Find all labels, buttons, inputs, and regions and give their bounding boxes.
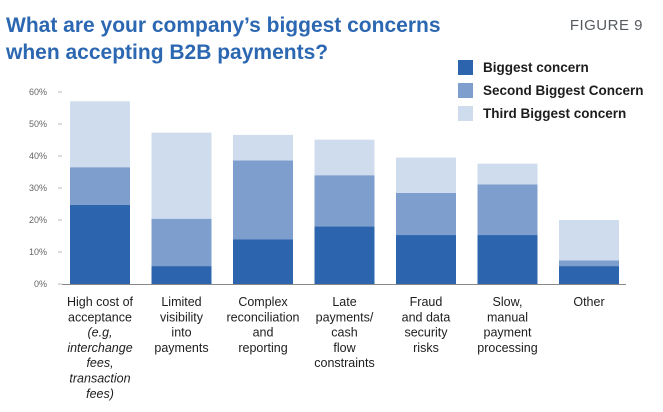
bar-segment-biggest — [314, 226, 375, 284]
legend-swatch-biggest — [458, 60, 473, 75]
bar-segment-third — [151, 132, 212, 219]
category-label: Fraud and data security risks — [402, 295, 451, 355]
y-tick-label: 30% — [29, 183, 47, 193]
y-tick-label: 20% — [29, 215, 47, 225]
legend-label-third: Third Biggest concern — [483, 106, 627, 121]
bar-segment-biggest — [477, 235, 538, 284]
y-tick-label: 60% — [29, 87, 47, 97]
legend-item-third: Third Biggest concern — [458, 102, 644, 125]
bar-segment-third — [70, 101, 130, 168]
figure-label: FIGURE 9 — [569, 17, 643, 34]
category-label: Other — [573, 295, 604, 309]
bar-segment-biggest — [396, 235, 456, 284]
category-label: Complex reconciliation and reporting — [227, 295, 300, 355]
legend-label-second: Second Biggest Concern — [483, 83, 644, 98]
bar-segment-third — [477, 163, 538, 185]
title-line-1: What are your company’s biggest concerns — [6, 14, 441, 37]
bar-segment-second — [477, 184, 538, 236]
bar-segment-biggest — [70, 204, 130, 284]
chart-title: What are your company’s biggest concerns… — [6, 12, 476, 66]
y-tick-label: 40% — [29, 151, 47, 161]
y-tick-label: 10% — [29, 247, 47, 257]
bar-segment-biggest — [151, 266, 212, 284]
y-tick-label: 50% — [29, 119, 47, 129]
bar-segment-second — [70, 167, 130, 205]
bar-segment-second — [314, 175, 375, 227]
bar-segment-second — [151, 218, 212, 267]
bar-segment-third — [314, 139, 375, 176]
bar-segment-biggest — [233, 239, 293, 284]
category-label: Slow, manual payment processing — [477, 295, 537, 355]
bar-segment-second — [233, 160, 293, 240]
title-line-2: when accepting B2B payments? — [6, 41, 329, 64]
bar-segment-third — [559, 220, 619, 261]
bar-segment-second — [396, 192, 456, 236]
legend-item-second: Second Biggest Concern — [458, 79, 644, 102]
category-label: Late payments/cash flow constraints — [314, 295, 374, 370]
legend-label-biggest: Biggest concern — [483, 60, 589, 75]
legend-swatch-third — [458, 106, 473, 121]
category-label: Limited visibility into payments — [154, 295, 208, 355]
bar-segment-biggest — [559, 266, 619, 284]
y-tick-label: 0% — [34, 279, 47, 289]
category-label: High cost of acceptance (e.g, interchange fe… — [67, 295, 134, 401]
bar-segment-second — [559, 260, 619, 267]
legend-swatch-second — [458, 83, 473, 98]
bar-segment-third — [396, 157, 456, 193]
legend: Biggest concern Second Biggest Concern T… — [458, 56, 644, 125]
bar-segment-third — [233, 134, 293, 161]
legend-item-biggest: Biggest concern — [458, 56, 644, 79]
